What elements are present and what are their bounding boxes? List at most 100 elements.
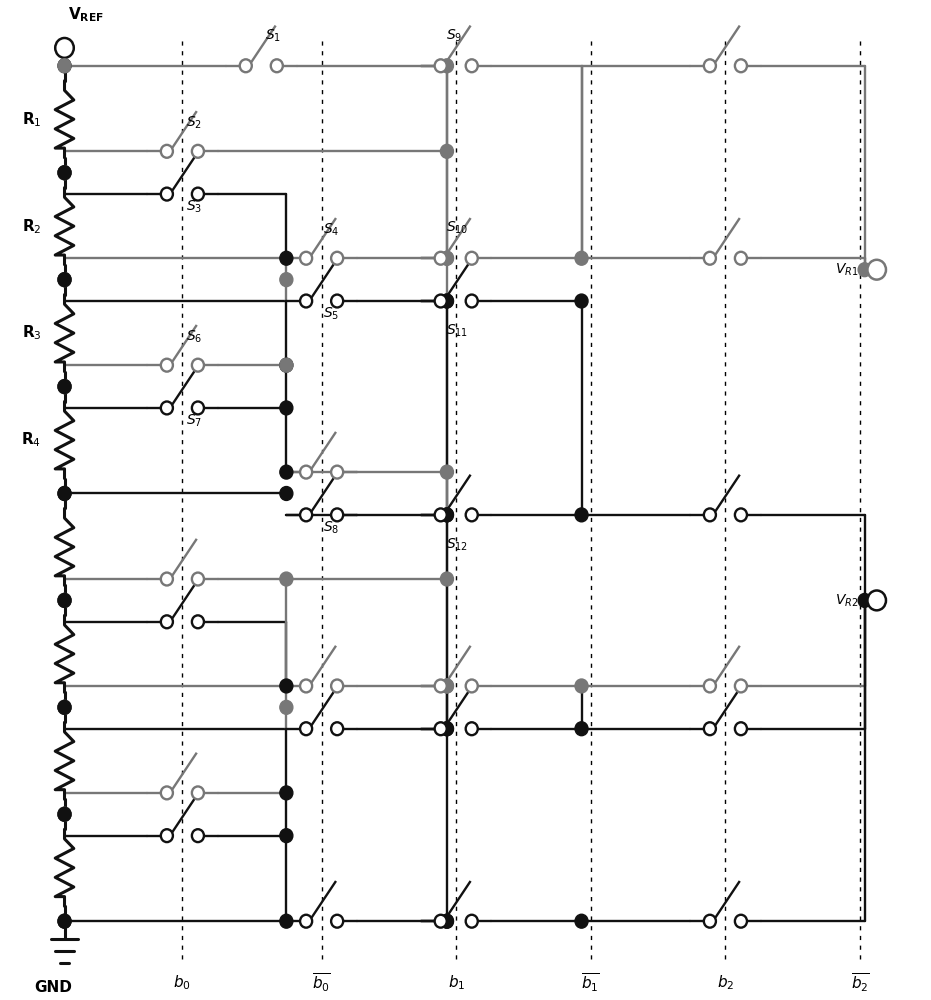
Circle shape <box>466 680 478 692</box>
Circle shape <box>466 508 478 521</box>
Circle shape <box>58 593 71 607</box>
Circle shape <box>575 679 588 693</box>
Circle shape <box>161 145 173 158</box>
Text: $S_{11}$: $S_{11}$ <box>446 323 468 339</box>
Circle shape <box>161 573 173 585</box>
Circle shape <box>300 295 312 307</box>
Text: $\overline{b_0}$: $\overline{b_0}$ <box>312 971 331 994</box>
Text: $\overline{b_1}$: $\overline{b_1}$ <box>581 971 600 994</box>
Text: $S_8$: $S_8$ <box>323 520 340 536</box>
Text: $b_0$: $b_0$ <box>173 973 191 992</box>
Circle shape <box>192 145 204 158</box>
Circle shape <box>440 59 453 73</box>
Circle shape <box>192 615 204 628</box>
Circle shape <box>440 294 453 308</box>
Circle shape <box>280 914 293 928</box>
Text: R$_2$: R$_2$ <box>21 217 41 236</box>
Circle shape <box>58 914 71 928</box>
Circle shape <box>58 273 71 287</box>
Circle shape <box>58 700 71 714</box>
Circle shape <box>466 295 478 307</box>
Circle shape <box>466 59 478 72</box>
Circle shape <box>280 829 293 843</box>
Circle shape <box>58 273 71 287</box>
Circle shape <box>58 593 71 607</box>
Circle shape <box>575 294 588 308</box>
Circle shape <box>440 251 453 265</box>
Circle shape <box>331 295 344 307</box>
Circle shape <box>704 722 716 735</box>
Circle shape <box>58 59 71 73</box>
Circle shape <box>466 915 478 928</box>
Circle shape <box>331 915 344 928</box>
Circle shape <box>704 508 716 521</box>
Text: R$_3$: R$_3$ <box>21 324 41 342</box>
Circle shape <box>735 252 747 265</box>
Circle shape <box>331 508 344 521</box>
Circle shape <box>58 807 71 821</box>
Circle shape <box>704 680 716 692</box>
Circle shape <box>735 59 747 72</box>
Text: $S_{10}$: $S_{10}$ <box>446 220 468 236</box>
Text: $S_7$: $S_7$ <box>186 413 202 429</box>
Circle shape <box>58 487 71 500</box>
Text: R$_1$: R$_1$ <box>21 110 41 129</box>
Circle shape <box>868 590 886 610</box>
Circle shape <box>735 680 747 692</box>
Text: $b_1$: $b_1$ <box>448 973 465 992</box>
Circle shape <box>440 914 453 928</box>
Circle shape <box>58 380 71 394</box>
Text: $b_2$: $b_2$ <box>717 973 734 992</box>
Circle shape <box>466 252 478 265</box>
Circle shape <box>192 188 204 201</box>
Circle shape <box>58 166 71 180</box>
Circle shape <box>435 59 447 72</box>
Text: $S_6$: $S_6$ <box>186 329 202 345</box>
Circle shape <box>440 294 453 308</box>
Circle shape <box>58 380 71 394</box>
Circle shape <box>280 679 293 693</box>
Circle shape <box>440 679 453 693</box>
Circle shape <box>331 466 344 479</box>
Circle shape <box>440 144 453 158</box>
Circle shape <box>58 914 71 928</box>
Circle shape <box>440 572 453 586</box>
Circle shape <box>575 251 588 265</box>
Circle shape <box>58 593 71 607</box>
Text: $S_3$: $S_3$ <box>186 199 202 215</box>
Circle shape <box>161 615 173 628</box>
Circle shape <box>58 807 71 821</box>
Text: $S_4$: $S_4$ <box>323 222 340 238</box>
Circle shape <box>331 722 344 735</box>
Circle shape <box>858 593 871 607</box>
Circle shape <box>300 680 312 692</box>
Circle shape <box>161 401 173 414</box>
Circle shape <box>280 251 293 265</box>
Text: R$_4$: R$_4$ <box>21 431 41 449</box>
Circle shape <box>58 380 71 394</box>
Circle shape <box>192 829 204 842</box>
Circle shape <box>192 359 204 372</box>
Circle shape <box>161 786 173 799</box>
Circle shape <box>300 915 312 928</box>
Text: $S_5$: $S_5$ <box>323 306 340 322</box>
Circle shape <box>435 915 447 928</box>
Circle shape <box>58 700 71 714</box>
Circle shape <box>280 273 293 287</box>
Circle shape <box>440 508 453 522</box>
Circle shape <box>331 252 344 265</box>
Circle shape <box>161 359 173 372</box>
Circle shape <box>161 188 173 201</box>
Circle shape <box>280 786 293 800</box>
Circle shape <box>435 508 447 521</box>
Circle shape <box>704 915 716 928</box>
Circle shape <box>575 722 588 736</box>
Circle shape <box>575 914 588 928</box>
Circle shape <box>300 508 312 521</box>
Circle shape <box>440 508 453 522</box>
Circle shape <box>280 401 293 415</box>
Circle shape <box>271 59 283 72</box>
Circle shape <box>192 401 204 414</box>
Circle shape <box>300 466 312 479</box>
Circle shape <box>300 722 312 735</box>
